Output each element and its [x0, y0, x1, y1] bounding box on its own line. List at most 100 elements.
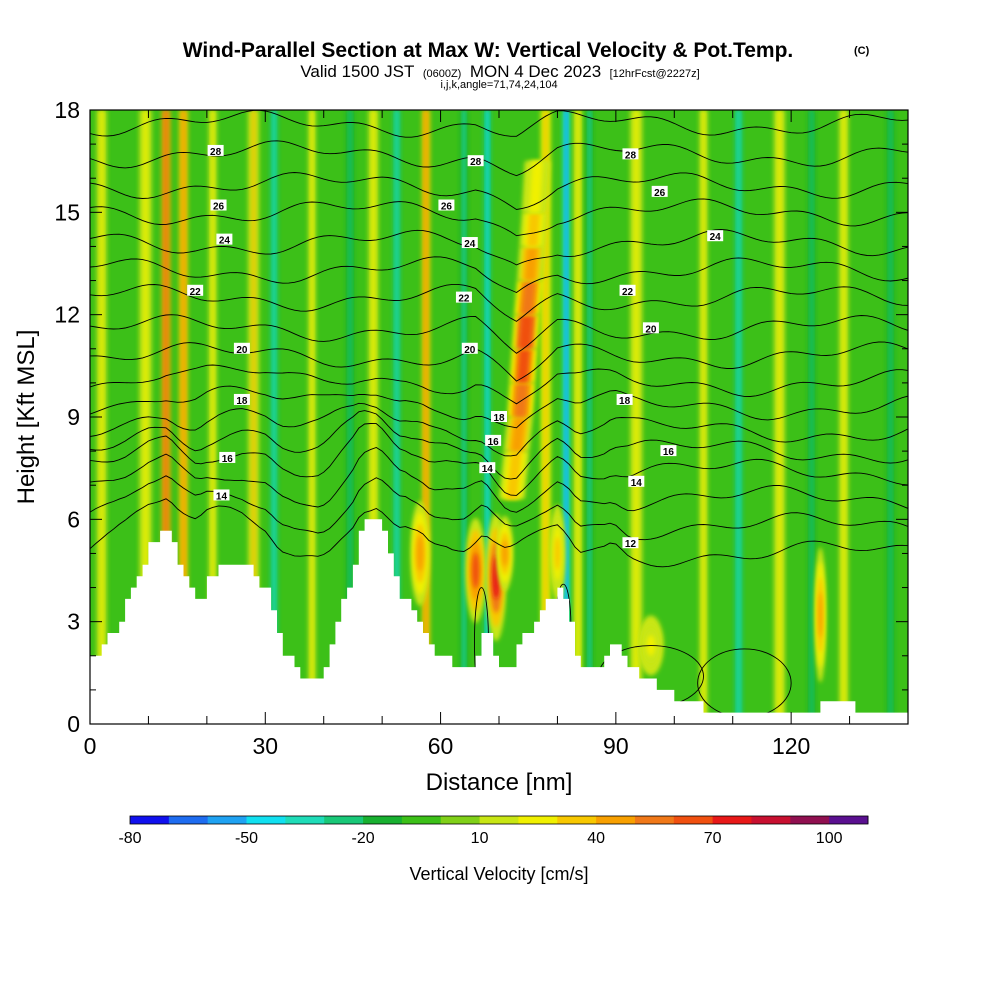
- theta-contour-line: [90, 198, 908, 237]
- velocity-band-core: [395, 110, 399, 724]
- contour-label-box: [467, 155, 484, 167]
- contour-label: 16: [660, 445, 677, 458]
- contour-label: 28: [207, 144, 224, 158]
- colorbar-tick-label: -20: [351, 830, 374, 847]
- contour-label-text: 14: [631, 478, 643, 489]
- contour-label: 16: [485, 434, 502, 448]
- y-tick-label: 6: [67, 506, 80, 532]
- contour-label-text: 24: [464, 239, 476, 250]
- contour-label-box: [213, 489, 230, 501]
- colorbar-swatch: [207, 816, 248, 824]
- velocity-band-core: [588, 110, 592, 724]
- contour-label-box: [651, 185, 668, 197]
- contour-label: 20: [461, 342, 478, 356]
- contour-label-text: 22: [622, 287, 634, 298]
- contour-label-text: 16: [488, 437, 500, 448]
- contour-label-text: 20: [645, 324, 657, 335]
- contour-label-text: 28: [470, 157, 482, 168]
- colorbar-swatch: [829, 816, 869, 824]
- contour-label-text: 18: [236, 396, 248, 407]
- contour-label-text: 26: [213, 202, 225, 213]
- colorbar-swatch: [596, 816, 636, 824]
- contour-label-box: [479, 462, 496, 474]
- theta-contour-line: [90, 110, 908, 138]
- updraft-tower-segment: [521, 280, 536, 315]
- velocity-band-core: [888, 110, 893, 724]
- y-tick-label: 0: [67, 711, 80, 737]
- contour-label: 18: [233, 393, 250, 407]
- contour-label-box: [233, 393, 250, 405]
- contour-label: 26: [210, 199, 227, 213]
- contour-label: 22: [619, 284, 636, 298]
- velocity-band-core: [181, 110, 186, 724]
- velocity-band-core: [272, 110, 276, 724]
- updraft-cell: [554, 536, 561, 571]
- contour-label: 20: [233, 342, 250, 356]
- valid-time-line: Valid 1500 JST (0600Z) MON 4 Dec 2023 [1…: [300, 62, 699, 81]
- colorbar-swatch: [790, 816, 830, 824]
- updraft-cell: [818, 591, 823, 638]
- contour-label-text: 16: [663, 447, 675, 458]
- colorbar-tick-label: 100: [816, 830, 843, 847]
- colorbar-tick-label: 40: [587, 830, 605, 847]
- contour-label-box: [622, 148, 639, 160]
- contour-label-text: 22: [190, 287, 202, 298]
- x-axis: 0 30 60 90 120: [84, 110, 909, 759]
- updraft-cell: [472, 552, 480, 589]
- colorbar-swatch: [634, 816, 675, 824]
- section-params: i,j,k,angle=71,74,24,104: [440, 79, 557, 91]
- contour-label-box: [461, 237, 478, 249]
- velocity-band-core: [251, 110, 256, 724]
- theta-contour-line: [90, 498, 908, 568]
- contour-label: 14: [213, 489, 230, 502]
- updraft-tower-segment: [514, 382, 528, 417]
- updraft-tower-segment: [527, 212, 540, 247]
- forecast-label: [12hrFcst@2227z]: [610, 68, 700, 80]
- updraft-tower-segment: [517, 348, 530, 383]
- contour-label-text: 28: [625, 150, 637, 161]
- colorbar-swatch: [363, 816, 403, 824]
- colorbar-swatch: [712, 816, 752, 824]
- colorbar-swatch: [673, 816, 714, 824]
- velocity-band-core: [543, 110, 548, 724]
- updraft-tower-segment: [524, 246, 538, 281]
- contour-label: 14: [479, 462, 496, 475]
- theta-contour-line: [90, 341, 908, 382]
- theta-contour-line: [90, 447, 908, 513]
- updraft-tower-segment: [511, 417, 526, 452]
- contour-label-box: [485, 434, 502, 446]
- valid-time-utc: (0600Z): [423, 68, 462, 80]
- contour-label: 16: [219, 451, 236, 465]
- velocity-band-core: [701, 110, 706, 724]
- contour-label-text: 16: [222, 454, 234, 465]
- contour-label-text: 14: [216, 491, 228, 502]
- contour-label: 24: [461, 237, 478, 250]
- colorbar-frame: [129, 815, 869, 825]
- contour-label-box: [216, 233, 233, 245]
- velocity-band-core: [485, 110, 489, 724]
- velocity-band-core: [576, 110, 580, 724]
- y-tick-label: 9: [67, 404, 80, 430]
- colorbar-tick-label: 10: [471, 830, 489, 847]
- contour-label-box: [619, 284, 636, 296]
- contour-label-box: [207, 144, 224, 156]
- velocity-band-core: [809, 110, 814, 724]
- colorbar-swatch: [401, 816, 442, 824]
- updraft-tower-segment: [506, 451, 522, 499]
- theta-contour-line: [90, 410, 908, 480]
- y-tick-label: 3: [67, 609, 80, 635]
- colorbar-swatch: [518, 816, 558, 824]
- velocity-band-core: [462, 110, 466, 724]
- velocity-band-core: [633, 110, 639, 724]
- velocity-band-core: [736, 110, 741, 724]
- velocity-band-core: [777, 110, 782, 724]
- colorbar-tick-label: -80: [118, 830, 141, 847]
- theta-contour-line: [90, 314, 908, 354]
- theta-contour-line: [90, 385, 908, 429]
- contour-label-box: [616, 393, 633, 405]
- theta-contour-line: [90, 283, 908, 322]
- contour-label: 24: [216, 233, 233, 247]
- contour-label-text: 18: [619, 396, 631, 407]
- contour-label-text: 26: [654, 188, 666, 199]
